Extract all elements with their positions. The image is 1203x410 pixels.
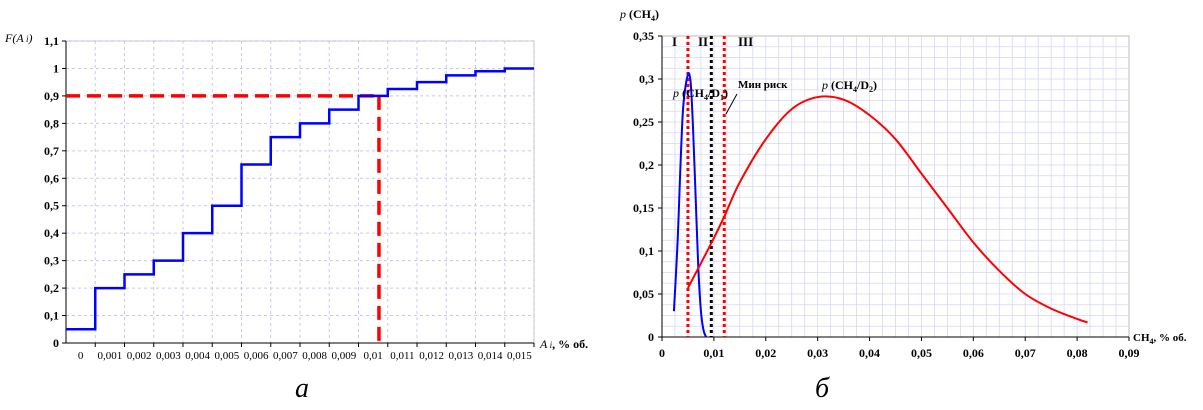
y-tick-label: 0,05: [633, 287, 654, 301]
x-tick-label: 0,008: [302, 350, 327, 362]
y-axis-label-b: p (CH4): [619, 7, 659, 23]
series-line-d1: [672, 72, 708, 338]
x-tick-label: 0,005: [215, 350, 240, 362]
x-tick-label: 0: [78, 350, 84, 362]
vertical-markers-b: [686, 36, 726, 337]
reference-lines-a: [66, 94, 381, 343]
x-tick-label: 0,015: [507, 350, 532, 362]
x-ticks-b: 0 0,01 0,02 0,03 0,04 0,05 0,06 0,07 0,08 0,09: [659, 346, 1140, 360]
x-tick-label: 0,002: [127, 350, 152, 362]
x-tick-label: 0,001: [98, 350, 123, 362]
x-tick-label: 0,007: [273, 350, 298, 362]
x-tick-label: 0,014: [478, 350, 503, 362]
annotation-min-risk: Мин риск: [738, 79, 788, 91]
y-tick-label: 0: [53, 336, 59, 350]
caption-a: а: [295, 373, 309, 404]
y-tick-label: 0,3: [44, 254, 59, 268]
x-ticks-a: 0 0,001 0,002 0,003 0,004 0,005 0,006 0,007 0,00…: [78, 350, 532, 362]
y-tick-label: 0,35: [633, 29, 654, 43]
y-tick-label: 1,1: [44, 34, 59, 48]
y-tick-label: 0,3: [639, 72, 654, 86]
x-tick-label: 0,009: [332, 350, 357, 362]
y-axis-label-a: F(A i): [4, 31, 32, 45]
series-a: [66, 67, 534, 331]
y-tick-label: 0,8: [44, 116, 59, 130]
x-tick-label: 0,004: [185, 350, 210, 362]
y-tick-label: 0,4: [44, 226, 59, 240]
x-tick-label: 0,006: [244, 350, 269, 362]
gridlines-a: [62, 40, 535, 347]
x-tick-label: 0,003: [156, 350, 181, 362]
zone-label-III: III: [738, 34, 753, 49]
y-tick-label: 0,2: [639, 158, 654, 172]
x-tick-label: 0,012: [419, 350, 444, 362]
y-tick-label: 0,9: [44, 89, 59, 103]
y-ticks-b: 0 0,05 0,1 0,15 0,2 0,25 0,3 0,35: [633, 29, 654, 344]
zone-label-II: II: [698, 34, 708, 49]
y-tick-label: 0,1: [639, 244, 654, 258]
x-tick-label: 0,04: [859, 346, 880, 360]
x-tick-label: 0,03: [807, 346, 828, 360]
y-tick-label: 0,6: [44, 171, 59, 185]
caption-b: б: [815, 373, 830, 404]
x-axis-label-b: CH4, % об.: [1133, 332, 1187, 346]
y-tick-label: 0: [648, 330, 654, 344]
x-tick-label: 0,08: [1067, 346, 1088, 360]
annotation-min-risk-leader: [725, 93, 738, 115]
series-line-d2: [687, 95, 1088, 324]
series-line-step: [66, 67, 534, 331]
x-axis-label-a: A i, % об.: [539, 337, 588, 351]
x-tick-label: 0,011: [390, 350, 414, 362]
x-tick-label: 0,09: [1119, 346, 1140, 360]
x-tick-label: 0,07: [1015, 346, 1036, 360]
annotation-d1: p (CH4/D1): [672, 86, 728, 102]
y-tick-label: 0,15: [633, 201, 654, 215]
x-tick-label: 0,06: [963, 346, 984, 360]
y-tick-label: 1: [53, 61, 59, 75]
x-tick-label: 0,013: [449, 350, 474, 362]
x-tick-label: 0,02: [755, 346, 776, 360]
x-tick-label: 0,05: [911, 346, 932, 360]
y-tick-label: 0,1: [44, 309, 59, 323]
series-b: [672, 72, 1088, 338]
annotation-d2: p (CH4/D2): [821, 78, 877, 94]
zone-label-I: I: [672, 34, 677, 49]
gridlines-b: [658, 35, 1130, 341]
chart-panel-a: 00,10,20,30,40,50,60,70,80,911,1 0 0,001 0…: [4, 31, 588, 362]
y-tick-label: 0,25: [633, 115, 654, 129]
x-tick-label: 0: [659, 346, 665, 360]
y-tick-label: 0,7: [44, 144, 59, 158]
chart-panel-b: 0 0,05 0,1 0,15 0,2 0,25 0,3 0,35 0 0,01 0,02 0,03…: [619, 7, 1187, 360]
x-tick-label: 0,01: [703, 346, 724, 360]
x-tick-label: 0,01: [364, 350, 383, 362]
y-tick-label: 0,5: [44, 199, 59, 213]
y-ticks-a: 0 0,1 0,2 0,3 0,4 0,5 0,6 0,7 0,8 0,9 1 1,1: [44, 34, 59, 350]
y-tick-label: 0,2: [44, 281, 59, 295]
